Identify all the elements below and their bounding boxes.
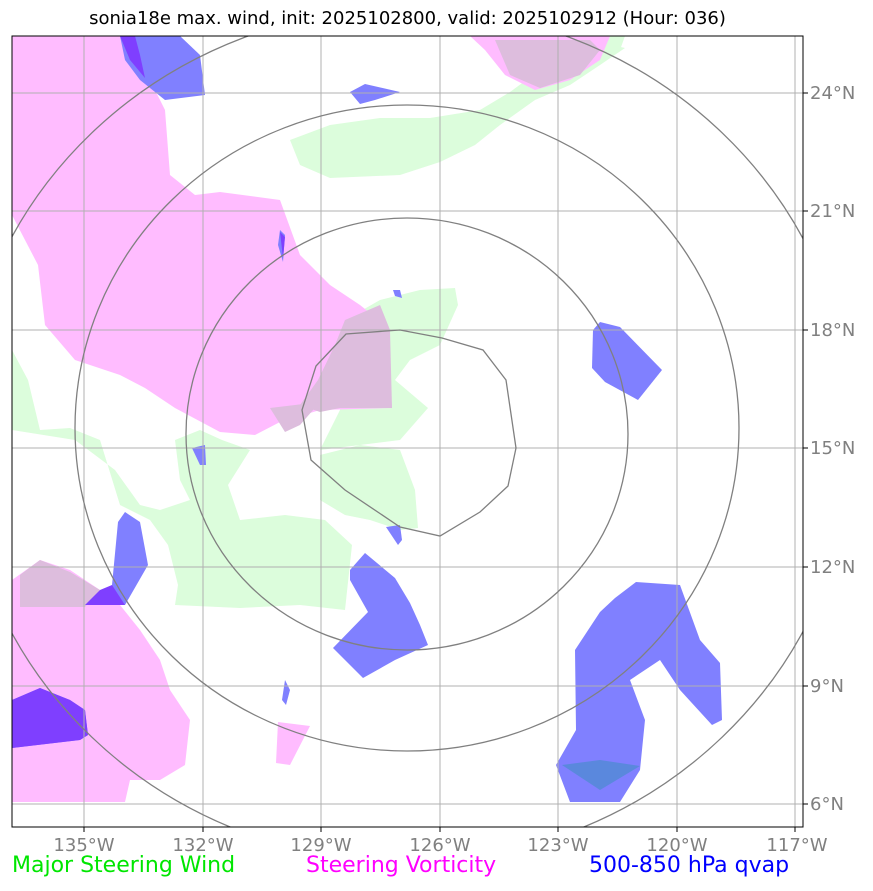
lon-label: 132°W xyxy=(172,835,233,856)
lon-label: 117°W xyxy=(766,835,827,856)
graticule xyxy=(12,36,803,827)
lon-label: 126°W xyxy=(409,835,470,856)
lat-label: 9°N xyxy=(810,676,844,697)
legend-steering-vorticity: Steering Vorticity xyxy=(306,853,497,878)
lat-label: 12°N xyxy=(810,557,855,578)
lat-label: 21°N xyxy=(810,201,855,222)
plot-border xyxy=(11,35,804,828)
map-title: sonia18e max. wind, init: 2025102800, va… xyxy=(89,8,726,29)
qvap-dark-areas xyxy=(12,36,285,748)
lon-label: 123°W xyxy=(527,835,588,856)
lon-label: 135°W xyxy=(53,835,114,856)
lat-label: 6°N xyxy=(810,794,844,815)
lon-label: 120°W xyxy=(646,835,707,856)
tick-marks xyxy=(83,92,808,832)
lat-label: 15°N xyxy=(810,438,855,459)
range-rings xyxy=(12,36,803,827)
legend-steering-wind: Major Steering Wind xyxy=(12,853,236,878)
lon-label: 129°W xyxy=(290,835,351,856)
qvap-wind-overlap xyxy=(562,760,640,790)
lat-label: 24°N xyxy=(810,83,855,104)
lat-label: 18°N xyxy=(810,320,855,341)
legend-qvap: 500-850 hPa qvap xyxy=(589,853,790,878)
